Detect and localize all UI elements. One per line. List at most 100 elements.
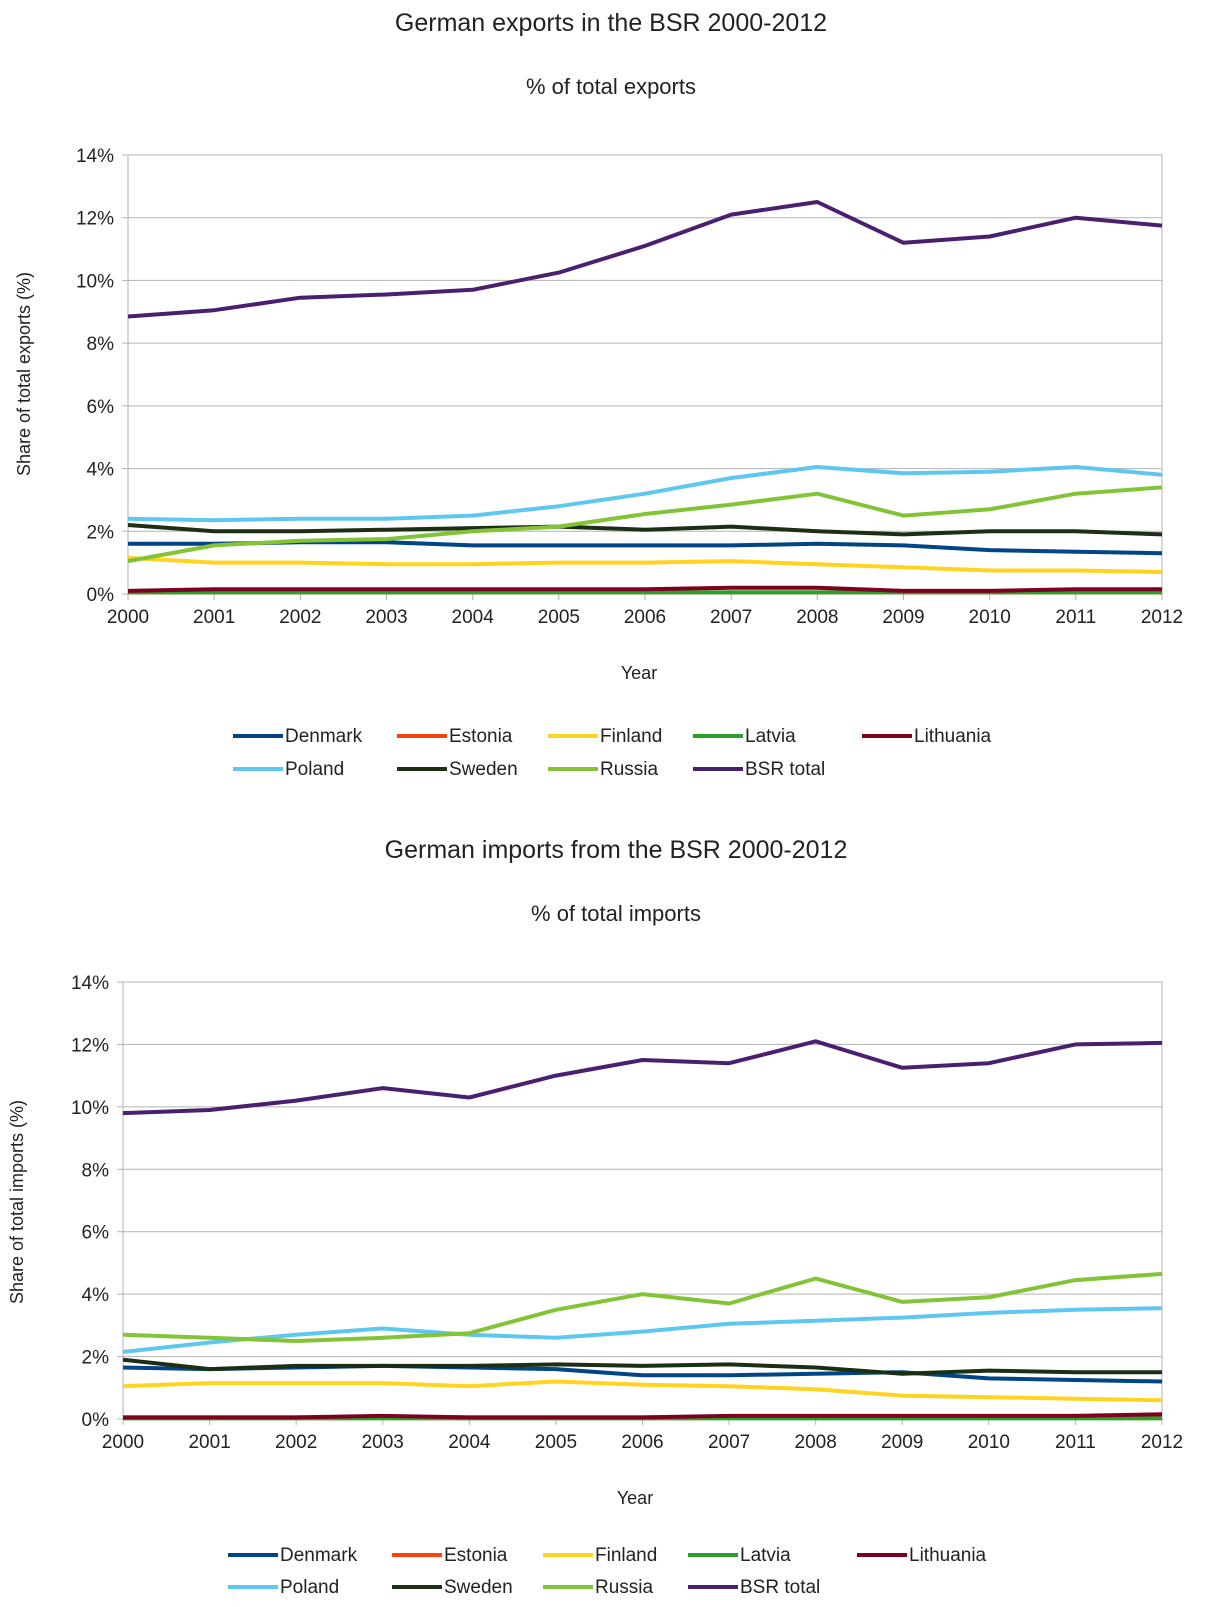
- exports-series-line-poland: [127, 465, 1163, 523]
- imports-x-tick-label: 2008: [795, 1432, 837, 1453]
- exports-legend-label: Poland: [285, 759, 344, 780]
- exports-series-line-lithuania: [127, 585, 1162, 593]
- exports-y-tick-label: 12%: [76, 209, 114, 230]
- exports-legend-item-sweden: Sweden: [397, 759, 518, 780]
- imports-x-tick-label: 2004: [448, 1432, 491, 1453]
- imports-x-tick-label: 2007: [708, 1432, 750, 1453]
- exports-legend-label: Latvia: [745, 726, 796, 747]
- exports-x-tick-label: 2012: [1141, 607, 1183, 628]
- imports-series-line-sweden: [122, 1357, 1162, 1376]
- imports-x-tick-label: 2002: [275, 1432, 317, 1453]
- exports-legend-item-lithuania: Lithuania: [862, 726, 992, 747]
- imports-legend-label: Finland: [595, 1545, 657, 1566]
- imports-x-tick-label: 2011: [1055, 1432, 1096, 1453]
- imports-legend-item-denmark: Denmark: [228, 1545, 358, 1566]
- imports-x-tick-label: 2006: [621, 1432, 663, 1453]
- exports-legend-item-poland: Poland: [233, 759, 344, 780]
- exports-x-tick-label: 2008: [796, 607, 838, 628]
- exports-series-line-sweden: [127, 523, 1163, 537]
- imports-legend-label: Russia: [595, 1577, 654, 1598]
- exports-x-tick-label: 2000: [107, 607, 149, 628]
- imports-chart-subtitle: % of total imports: [531, 901, 701, 926]
- imports-series-line-russia: [122, 1271, 1163, 1343]
- imports-legend-item-sweden: Sweden: [392, 1577, 513, 1598]
- exports-chart-subtitle: % of total exports: [526, 74, 696, 99]
- imports-series-line-poland: [122, 1306, 1163, 1354]
- imports-legend-label: Estonia: [444, 1545, 508, 1566]
- imports-x-tick-label: 2003: [362, 1432, 404, 1453]
- exports-x-tick-label: 2001: [193, 607, 235, 628]
- exports-y-tick-label: 6%: [87, 397, 115, 418]
- imports-legend-item-latvia: Latvia: [688, 1545, 791, 1566]
- imports-x-tick-label: 2010: [968, 1432, 1010, 1453]
- exports-legend-item-bsr-total: BSR total: [693, 759, 825, 780]
- exports-legend-item-latvia: Latvia: [693, 726, 796, 747]
- imports-legend-item-lithuania: Lithuania: [857, 1545, 987, 1566]
- imports-x-tick-label: 2001: [188, 1432, 230, 1453]
- exports-x-tick-label: 2003: [365, 607, 407, 628]
- exports-legend-label: Finland: [600, 726, 662, 747]
- exports-series-line-russia: [127, 485, 1163, 564]
- exports-legend-item-denmark: Denmark: [233, 726, 363, 747]
- exports-x-axis-title: Year: [621, 663, 657, 683]
- imports-x-tick-label: 2005: [535, 1432, 577, 1453]
- exports-x-tick-label: 2007: [710, 607, 752, 628]
- imports-y-tick-label: 2%: [82, 1348, 110, 1369]
- imports-y-tick-label: 10%: [71, 1098, 109, 1119]
- imports-x-tick-label: 2000: [102, 1432, 144, 1453]
- exports-y-tick-label: 2%: [87, 522, 115, 543]
- imports-series-line-bsr-total: [122, 1039, 1163, 1116]
- imports-legend-label: Latvia: [740, 1545, 791, 1566]
- imports-y-tick-label: 6%: [82, 1223, 110, 1244]
- imports-legend-item-finland: Finland: [543, 1545, 657, 1566]
- imports-legend-label: Denmark: [280, 1545, 358, 1566]
- imports-legend-item-poland: Poland: [228, 1577, 339, 1598]
- exports-series-line-finland: [127, 555, 1163, 574]
- imports-x-tick-label: 2012: [1141, 1432, 1183, 1453]
- exports-legend-label: Russia: [600, 759, 659, 780]
- imports-y-tick-label: 0%: [82, 1410, 110, 1431]
- exports-legend-item-finland: Finland: [548, 726, 662, 747]
- imports-legend-label: Poland: [280, 1577, 339, 1598]
- imports-legend: Denmark Estonia Finland Latvia Lithuania Pola…: [228, 1545, 987, 1598]
- exports-x-tick-label: 2002: [279, 607, 321, 628]
- imports-legend-label: BSR total: [740, 1577, 820, 1598]
- imports-series-line-lithuania: [123, 1412, 1163, 1420]
- exports-legend-label: Lithuania: [914, 726, 992, 747]
- exports-series-line-bsr-total: [127, 200, 1163, 319]
- exports-x-tick-label: 2009: [882, 607, 924, 628]
- exports-x-tick-label: 2005: [538, 607, 580, 628]
- imports-chart-title: German imports from the BSR 2000-2012: [385, 836, 848, 864]
- imports-plot-area: [122, 981, 1163, 1420]
- exports-y-tick-label: 0%: [87, 585, 115, 606]
- exports-y-tick-label: 4%: [87, 460, 115, 481]
- exports-x-tick-label: 2011: [1055, 607, 1096, 628]
- imports-y-axis-title: Share of total imports (%): [7, 1100, 27, 1304]
- exports-chart-title: German exports in the BSR 2000-2012: [395, 9, 827, 37]
- exports-legend-label: Estonia: [449, 726, 513, 747]
- imports-y-tick-label: 12%: [71, 1035, 109, 1056]
- exports-y-tick-label: 10%: [76, 271, 114, 292]
- exports-series-line-denmark: [128, 540, 1163, 556]
- exports-legend-label: Denmark: [285, 726, 363, 747]
- imports-series-line-finland: [122, 1379, 1163, 1403]
- exports-x-tick-label: 2006: [624, 607, 666, 628]
- exports-y-axis-title: Share of total exports (%): [14, 272, 34, 476]
- exports-legend-item-estonia: Estonia: [397, 726, 513, 747]
- exports-y-tick-label: 14%: [76, 146, 114, 167]
- exports-chart: German exports in the BSR 2000-2012 % of…: [14, 9, 1183, 780]
- imports-legend-label: Sweden: [444, 1577, 513, 1598]
- imports-y-tick-label: 4%: [82, 1285, 110, 1306]
- exports-x-tick-label: 2004: [452, 607, 495, 628]
- imports-chart: German imports from the BSR 2000-2012 % …: [7, 836, 1183, 1598]
- imports-legend-item-russia: Russia: [543, 1577, 654, 1598]
- imports-x-axis-title: Year: [617, 1488, 653, 1508]
- exports-legend-item-russia: Russia: [548, 759, 659, 780]
- imports-x-tick-label: 2009: [881, 1432, 923, 1453]
- imports-legend-item-bsr-total: BSR total: [688, 1577, 820, 1598]
- imports-y-tick-label: 14%: [71, 973, 109, 994]
- imports-y-tick-label: 8%: [82, 1160, 110, 1181]
- imports-legend-item-estonia: Estonia: [392, 1545, 508, 1566]
- exports-x-tick-label: 2010: [969, 607, 1011, 628]
